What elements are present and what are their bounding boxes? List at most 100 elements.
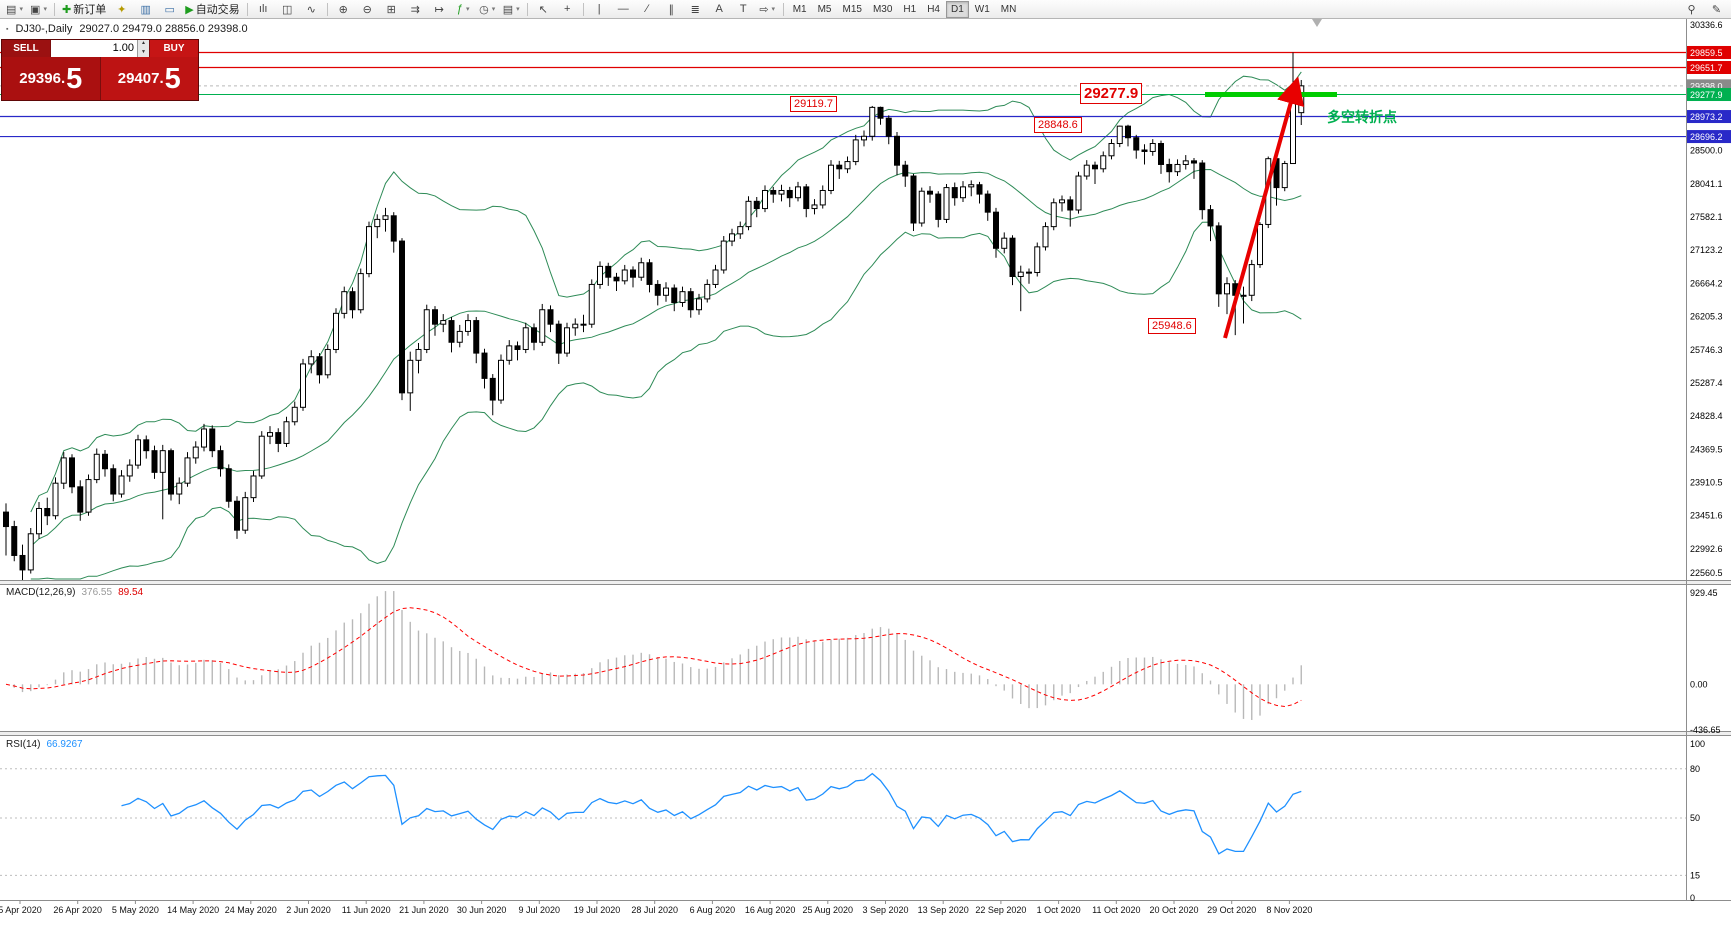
- timeframe-button-mn[interactable]: MN: [1000, 3, 1017, 15]
- navigator-icon: ✦: [117, 3, 127, 16]
- buy-button[interactable]: BUY: [149, 40, 198, 57]
- one-click-trading-panel: SELL 1.00 ▲ ▼ BUY 29396. 5 29407. 5: [1, 39, 199, 101]
- equidistant-channel-button[interactable]: ∥: [660, 0, 683, 18]
- fibonacci-icon: ≣: [690, 3, 700, 16]
- svg-text:21 Jun 2020: 21 Jun 2020: [399, 905, 449, 915]
- strategy-tester-button[interactable]: ▭: [158, 0, 181, 18]
- line-chart-icon: ∿: [306, 3, 316, 16]
- svg-text:16 Aug 2020: 16 Aug 2020: [745, 905, 796, 915]
- volume-down-button[interactable]: ▼: [138, 48, 149, 57]
- chevron-down-icon: ▾: [491, 6, 496, 13]
- vertical-line-icon: |: [597, 3, 601, 15]
- crosshair-button[interactable]: +: [556, 0, 579, 18]
- svg-text:29 Oct 2020: 29 Oct 2020: [1207, 905, 1256, 915]
- svg-text:29859.5: 29859.5: [1690, 48, 1723, 58]
- candlestick-chart-button[interactable]: ◫: [276, 0, 299, 18]
- svg-text:19 Jul 2020: 19 Jul 2020: [574, 905, 621, 915]
- bar-chart-button[interactable]: ılı: [252, 0, 275, 18]
- market-watch-button[interactable]: ▥: [134, 0, 157, 18]
- drawn-objects[interactable]: [1205, 76, 1337, 339]
- timeframe-button-m30[interactable]: M30: [872, 3, 893, 15]
- price-pip-digit: 5: [66, 62, 83, 95]
- line-chart-button[interactable]: ∿: [300, 0, 323, 18]
- timeframe-button-h4[interactable]: H4: [927, 3, 940, 15]
- auto-scroll-button[interactable]: ⇉: [404, 0, 427, 18]
- volume-up-button[interactable]: ▲: [138, 40, 149, 49]
- volume-value[interactable]: 1.00: [112, 42, 134, 54]
- svg-text:26 Apr 2020: 26 Apr 2020: [53, 905, 102, 915]
- price-annotation-29277.9[interactable]: 29277.9: [1080, 83, 1143, 104]
- fibonacci-button[interactable]: ≣: [684, 0, 707, 18]
- profiles-button[interactable]: ▣ ▾: [27, 0, 50, 18]
- new-order-button[interactable]: ✚ 新订单: [59, 0, 109, 18]
- toolbar: ▤ ▾ ▣ ▾ ✚ 新订单 ✦ ▥ ▭ ▶ 自动交易 ılı ◫ ∿ ⊕ ⊖ ⊞ ⇉ ↦ ƒ ▾ ◷ ▾ ▤ ▾ ↖ + | — ∕ ∥ ≣ A…: [0, 0, 1731, 19]
- text-button[interactable]: A: [708, 0, 731, 18]
- svg-text:26664.2: 26664.2: [1690, 278, 1723, 288]
- text-label-button[interactable]: T: [732, 0, 755, 18]
- svg-text:5 Apr 2020: 5 Apr 2020: [0, 905, 42, 915]
- rsi-indicator-label: RSI(14) 66.9267: [6, 739, 83, 750]
- svg-text:25746.3: 25746.3: [1690, 345, 1723, 355]
- svg-text:29651.7: 29651.7: [1690, 63, 1723, 73]
- chart-shift-button[interactable]: ↦: [428, 0, 451, 18]
- svg-text:22992.6: 22992.6: [1690, 544, 1723, 554]
- indicators-icon: ƒ: [456, 3, 463, 15]
- svg-text:27582.1: 27582.1: [1690, 212, 1723, 222]
- cursor-button[interactable]: ↖: [532, 0, 555, 18]
- turning-point-note[interactable]: 多空转折点: [1327, 109, 1397, 125]
- price-main-digits: 29407.: [117, 70, 164, 87]
- svg-text:13 Sep 2020: 13 Sep 2020: [918, 905, 969, 915]
- new-chart-button[interactable]: ▤ ▾: [3, 0, 26, 18]
- navigator-button[interactable]: ✦: [110, 0, 133, 18]
- new-order-button-label: 新订单: [73, 4, 107, 16]
- timeframe-button-w1[interactable]: W1: [974, 3, 990, 15]
- svg-text:1 Oct 2020: 1 Oct 2020: [1037, 905, 1081, 915]
- timeframe-button-m15[interactable]: M15: [842, 3, 862, 15]
- timeframe-button-m1[interactable]: M1: [792, 3, 807, 15]
- volume-input[interactable]: 1.00 ▲ ▼: [51, 40, 149, 57]
- crosshair-icon: +: [563, 3, 571, 15]
- svg-text:28500.0: 28500.0: [1690, 146, 1723, 156]
- trendline-button[interactable]: ∕: [636, 0, 659, 18]
- svg-text:50: 50: [1690, 813, 1700, 823]
- price-annotation-25948.6[interactable]: 25948.6: [1148, 318, 1196, 334]
- sell-button[interactable]: SELL: [2, 40, 51, 57]
- indicators-button[interactable]: ƒ ▾: [452, 0, 475, 18]
- horizontal-lines[interactable]: [0, 51, 1686, 138]
- timeframe-button-m5[interactable]: M5: [817, 3, 832, 15]
- autotrading-button[interactable]: ▶ 自动交易: [182, 0, 242, 18]
- macd-main-value: 376.55: [81, 587, 113, 598]
- svg-text:30 Jun 2020: 30 Jun 2020: [457, 905, 507, 915]
- chart-shift-marker: [1312, 19, 1322, 27]
- toolbar-separator: [54, 2, 55, 16]
- templates-button[interactable]: ▤ ▾: [500, 0, 523, 18]
- price-annotation-28848.6[interactable]: 28848.6: [1034, 117, 1082, 133]
- chevron-down-icon: ▾: [465, 6, 470, 13]
- vertical-line-button[interactable]: |: [588, 0, 611, 18]
- macd-indicator-label: MACD(12,26,9) 376.55 89.54: [6, 587, 143, 598]
- price-annotation-29119.7[interactable]: 29119.7: [790, 96, 837, 112]
- horizontal-line-button[interactable]: —: [612, 0, 635, 18]
- trend-arrow[interactable]: [1223, 76, 1305, 339]
- timeframe-button-d1[interactable]: D1: [946, 0, 969, 18]
- zoom-in-button[interactable]: ⊕: [332, 0, 355, 18]
- symbol-ohlc-values: 29027.0 29479.0 28856.0 29398.0: [79, 23, 248, 35]
- sell-price-button[interactable]: 29396. 5: [2, 57, 101, 100]
- search-button[interactable]: ⚲: [1680, 0, 1703, 18]
- templates-icon: ▤: [502, 3, 514, 16]
- periods-button[interactable]: ◷ ▾: [476, 0, 499, 18]
- buy-price-button[interactable]: 29407. 5: [100, 57, 198, 100]
- chevron-down-icon: ▾: [771, 6, 776, 13]
- tile-windows-button[interactable]: ⊞: [380, 0, 403, 18]
- chart-icon: ▪: [6, 25, 9, 33]
- volume-spinner[interactable]: ▲ ▼: [137, 40, 149, 57]
- svg-text:20 Oct 2020: 20 Oct 2020: [1149, 905, 1198, 915]
- quick-edit-button[interactable]: ✎: [1705, 0, 1728, 18]
- arrows-button[interactable]: ⇨ ▾: [756, 0, 779, 18]
- zoom-out-button[interactable]: ⊖: [356, 0, 379, 18]
- new-chart-icon: ▤: [6, 3, 17, 16]
- timeframe-button-h1[interactable]: H1: [903, 3, 917, 15]
- toolbar-separator: [582, 2, 584, 16]
